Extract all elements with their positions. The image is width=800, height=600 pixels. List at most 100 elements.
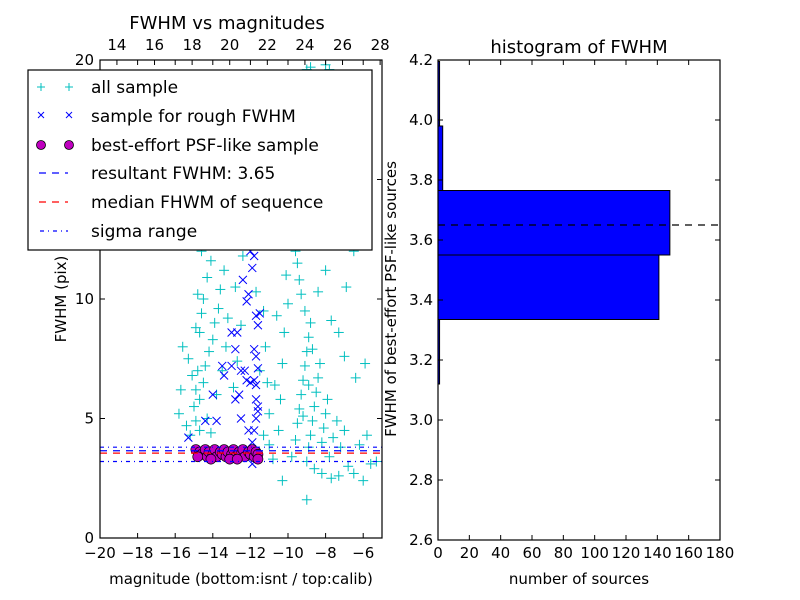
legend-item-psf-sample: best-effort PSF-like sample: [36, 136, 319, 156]
scatter-point-plus: [296, 389, 307, 400]
scatter-point-plus: [299, 305, 310, 316]
scatter-point-plus: [318, 423, 329, 434]
scatter-point-x: [253, 363, 263, 373]
legend-label: sigma range: [91, 222, 197, 242]
scatter-point-x: [242, 375, 251, 385]
scatter-point-plus: [189, 401, 199, 412]
scatter-point-plus: [298, 375, 309, 386]
scatter-point-x: [253, 402, 263, 411]
plus-marker-icon: [37, 83, 73, 91]
scatter-point-plus: [183, 353, 194, 364]
scatter-point-plus: [339, 351, 350, 362]
y-tick-label: 3.2: [409, 351, 433, 369]
x-tick-label: −20: [84, 544, 116, 562]
legend-label: best-effort PSF-like sample: [91, 136, 319, 156]
scatter-point-plus: [320, 408, 331, 419]
scatter-point-x: [236, 414, 246, 423]
scatter-point-plus: [316, 468, 327, 479]
histogram-bar: [437, 254, 660, 320]
left-reference-lines: [100, 446, 382, 463]
scatter-point-plus: [294, 403, 305, 414]
scatter-point-plus: [205, 427, 216, 438]
legend-box: [27, 69, 373, 251]
x-marker-icon: [37, 111, 73, 119]
scatter-point-plus: [286, 451, 297, 462]
scatter-point-x: [208, 390, 218, 399]
circle-marker-icon: [36, 140, 74, 150]
scatter-point-plus: [299, 360, 310, 371]
scatter-point-x: [251, 395, 261, 404]
scatter-point-plus: [190, 415, 201, 426]
scatter-point-plus: [298, 411, 309, 422]
scatter-point-plus: [292, 418, 303, 429]
scatter-point-x: [251, 414, 261, 423]
scatter-point-plus: [190, 384, 201, 395]
x-tick-label: 60: [522, 544, 541, 562]
series-best-effort-psf-like-sample: [190, 444, 264, 465]
scatter-point-plus: [228, 382, 239, 393]
scatter-point-plus: [333, 470, 344, 481]
scatter-point-plus: [322, 394, 333, 405]
scatter-point-plus: [181, 420, 192, 431]
scatter-point-plus: [309, 401, 320, 412]
scatter-point-plus: [281, 270, 292, 281]
x-tick-label: −8: [315, 544, 337, 562]
y-tick-label: 3.0: [409, 411, 433, 429]
scatter-point-plus: [177, 341, 188, 352]
scatter-point-plus: [207, 334, 218, 345]
scatter-point-plus: [237, 250, 248, 261]
scatter-point-plus: [200, 360, 211, 371]
scatter-point-x: [232, 328, 242, 337]
legend: all sample sample for rough FWHM best-ef…: [27, 69, 373, 251]
top-x-tick-label: 18: [183, 36, 202, 54]
scatter-point-plus: [204, 346, 215, 357]
scatter-point-plus: [292, 258, 303, 269]
x-tick-label: 0: [433, 544, 443, 562]
top-x-tick-label: 28: [371, 36, 390, 54]
x-tick-label: −10: [272, 544, 304, 562]
scatter-point-plus: [283, 298, 293, 309]
right-y-ticks: 2.6 2.8 3.0 3.2 3.4 3.6 3.8 4.0 4.2: [409, 51, 720, 549]
top-x-tick-label: 24: [295, 36, 314, 54]
scatter-point-x: [253, 406, 263, 416]
scatter-point-plus: [264, 439, 275, 450]
scatter-point-x: [246, 378, 255, 388]
right-x-ticks: 0 20 40 60 80 100 120 140 160 180: [433, 60, 734, 562]
scatter-point-plus: [309, 463, 320, 474]
y-tick-label: 5: [84, 410, 94, 428]
scatter-point-x: [200, 416, 210, 426]
scatter-point-plus: [348, 468, 359, 479]
x-tick-label: −14: [197, 544, 229, 562]
scatter-point-plus: [198, 294, 209, 304]
left-plot-title: FWHM vs magnitudes: [129, 13, 324, 34]
scatter-point-x: [244, 289, 253, 299]
right-plot: histogram of FWHM 0 20 40 60 80 100 120 140 160 1…: [382, 37, 734, 588]
scatter-point-plus: [314, 358, 325, 369]
top-x-tick-label: 22: [258, 36, 277, 54]
scatter-point-plus: [187, 370, 198, 381]
y-tick-label: 4.0: [409, 111, 433, 129]
scatter-point-plus: [365, 458, 376, 469]
scatter-point-plus: [307, 344, 318, 355]
x-tick-label: 20: [460, 544, 479, 562]
scatter-point-plus: [354, 439, 365, 450]
y-tick-label: 3.4: [409, 291, 433, 309]
y-tick-label: 20: [75, 51, 94, 69]
legend-item-sigma: sigma range: [40, 222, 197, 242]
y-tick-label: 3.8: [409, 171, 433, 189]
scatter-point-plus: [311, 387, 322, 398]
scatter-point-plus: [277, 358, 288, 369]
top-x-tick-label: 16: [145, 36, 164, 54]
scatter-point-plus: [333, 327, 344, 338]
scatter-point-plus: [328, 432, 339, 443]
scatter-point-plus: [269, 380, 280, 391]
legend-label: median FHWM of sequence: [91, 193, 323, 213]
x-tick-label: −16: [159, 544, 191, 562]
x-tick-label: 40: [491, 544, 510, 562]
scatter-point-x: [253, 320, 263, 330]
scatter-point-x: [231, 344, 240, 354]
left-y-ticks: 0 5 10 20: [75, 51, 382, 547]
scatter-point-x: [247, 263, 257, 273]
scatter-point-plus: [202, 272, 213, 283]
left-x-ticks: −20 −18 −16 −14 −12 −10 −8 −6: [84, 60, 374, 562]
